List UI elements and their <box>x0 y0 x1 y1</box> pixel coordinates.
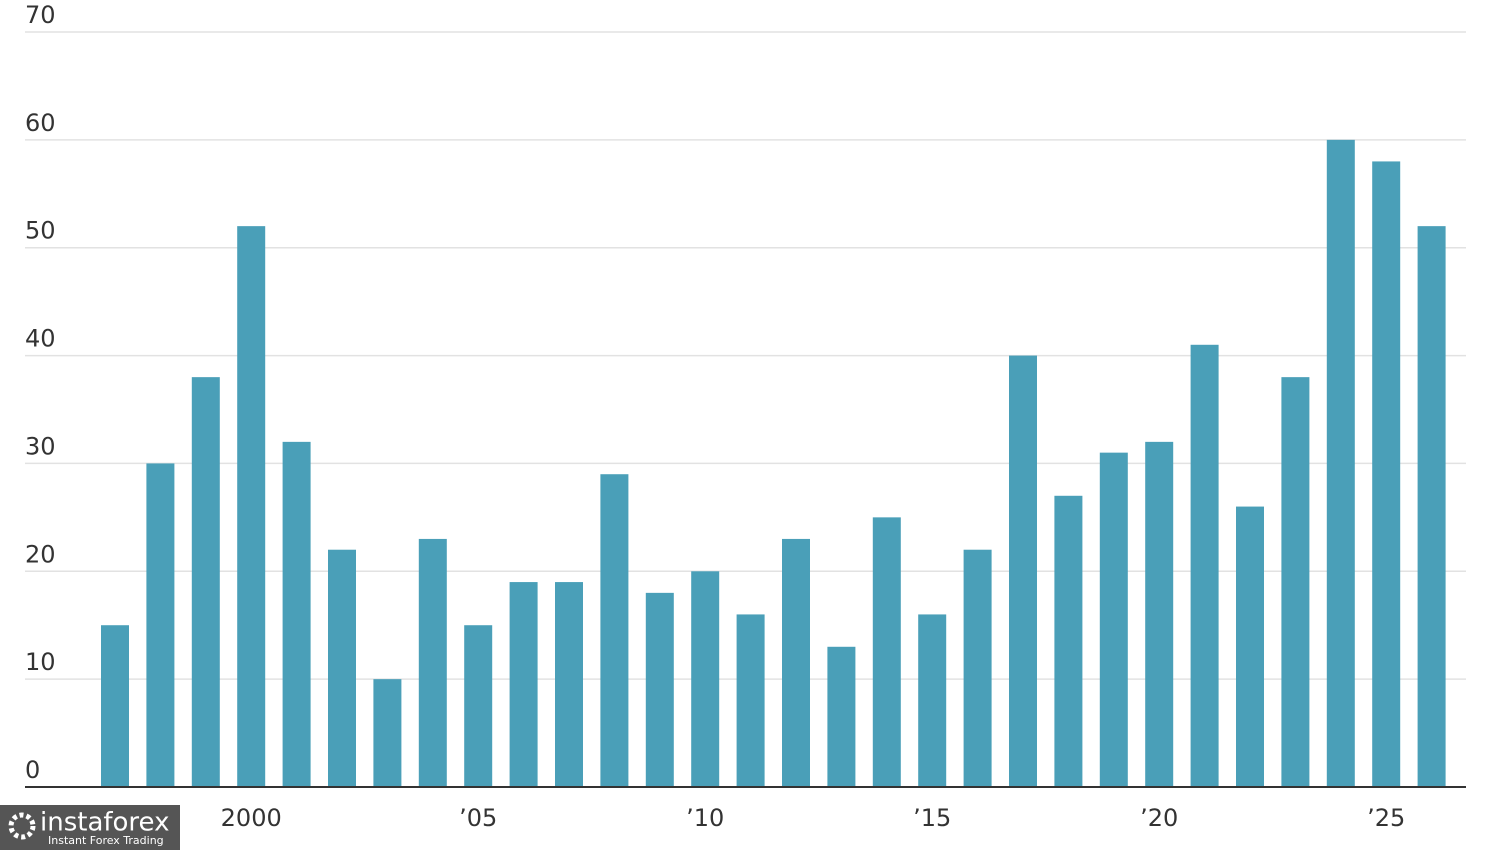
bar <box>373 679 402 787</box>
watermark-tagline: Instant Forex Trading <box>48 834 164 847</box>
bar <box>1236 506 1264 787</box>
x-tick-label: 2000 <box>221 804 282 832</box>
watermark-brand: instaforex <box>40 808 169 838</box>
x-tick-label: ’25 <box>1367 804 1405 832</box>
bar <box>918 614 947 787</box>
bar <box>146 463 175 787</box>
bar <box>1145 441 1174 787</box>
x-tick-label: ’15 <box>913 804 951 832</box>
bar <box>736 614 765 787</box>
x-tick-label: ’10 <box>686 804 724 832</box>
y-tick-label: 10 <box>25 648 56 676</box>
bar <box>1099 452 1128 787</box>
y-tick-label: 50 <box>25 217 56 245</box>
bar <box>963 549 992 787</box>
bar <box>101 625 129 787</box>
x-tick-label: ’05 <box>459 804 497 832</box>
bar <box>691 571 720 787</box>
bar <box>418 538 447 787</box>
bar <box>600 474 629 787</box>
x-tick-label: ’20 <box>1140 804 1178 832</box>
y-tick-label: 0 <box>25 756 40 784</box>
bar <box>782 538 810 787</box>
bar <box>1326 139 1355 787</box>
bar <box>872 517 901 787</box>
bar <box>1417 226 1446 788</box>
y-tick-label: 20 <box>25 540 56 568</box>
bar <box>1372 161 1401 787</box>
bar <box>827 646 856 787</box>
bar <box>555 582 583 787</box>
bar <box>1190 344 1219 787</box>
bar <box>509 582 538 787</box>
y-tick-label: 60 <box>25 109 56 137</box>
y-tick-label: 70 <box>25 1 56 29</box>
bar <box>328 549 356 787</box>
y-tick-label: 30 <box>25 432 56 460</box>
bar <box>1009 355 1037 787</box>
bar <box>237 226 266 788</box>
y-tick-label: 40 <box>25 325 56 353</box>
watermark-icon <box>8 812 36 840</box>
bar <box>1281 377 1310 787</box>
bar <box>1054 495 1083 787</box>
bar <box>464 625 493 787</box>
bar <box>282 441 311 787</box>
watermark-box <box>0 805 180 850</box>
bar <box>191 377 220 787</box>
bar <box>645 592 674 787</box>
